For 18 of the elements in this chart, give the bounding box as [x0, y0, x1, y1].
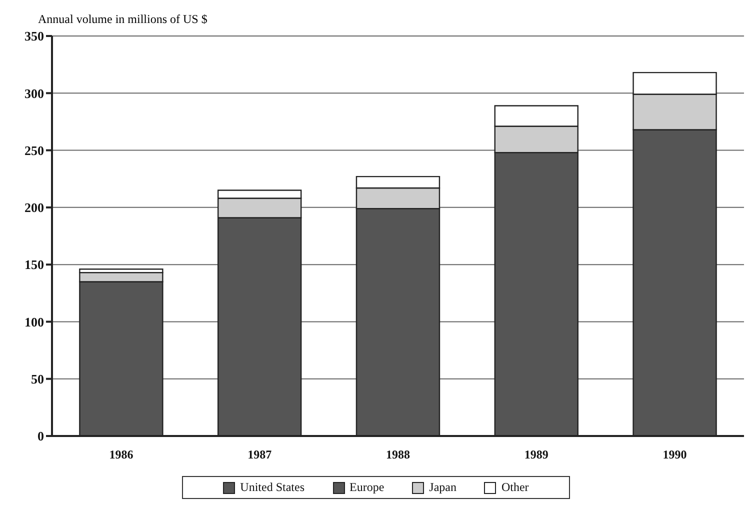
- x-tick-label: 1987: [248, 448, 272, 462]
- y-tick-label: 350: [24, 28, 44, 44]
- x-tick-label: 1989: [524, 448, 548, 462]
- x-tick-label: 1986: [109, 448, 134, 462]
- y-axis-title: Annual volume in millions of US $: [38, 12, 208, 27]
- legend-label: Other: [501, 480, 529, 495]
- legend-label: Japan: [429, 480, 456, 495]
- y-tick-label: 200: [24, 200, 44, 216]
- legend-label: Europe: [350, 480, 384, 495]
- x-tick-label: 1990: [662, 448, 687, 462]
- y-tick-label: 100: [24, 314, 44, 330]
- legend-label: United States: [240, 480, 304, 495]
- y-tick-label: 50: [31, 371, 44, 386]
- y-tick-label: 300: [24, 86, 44, 101]
- y-tick-label: 0: [38, 428, 44, 444]
- x-tick-label: 1988: [386, 448, 410, 462]
- y-tick-label: 150: [24, 257, 44, 272]
- y-tick-label: 250: [24, 142, 44, 158]
